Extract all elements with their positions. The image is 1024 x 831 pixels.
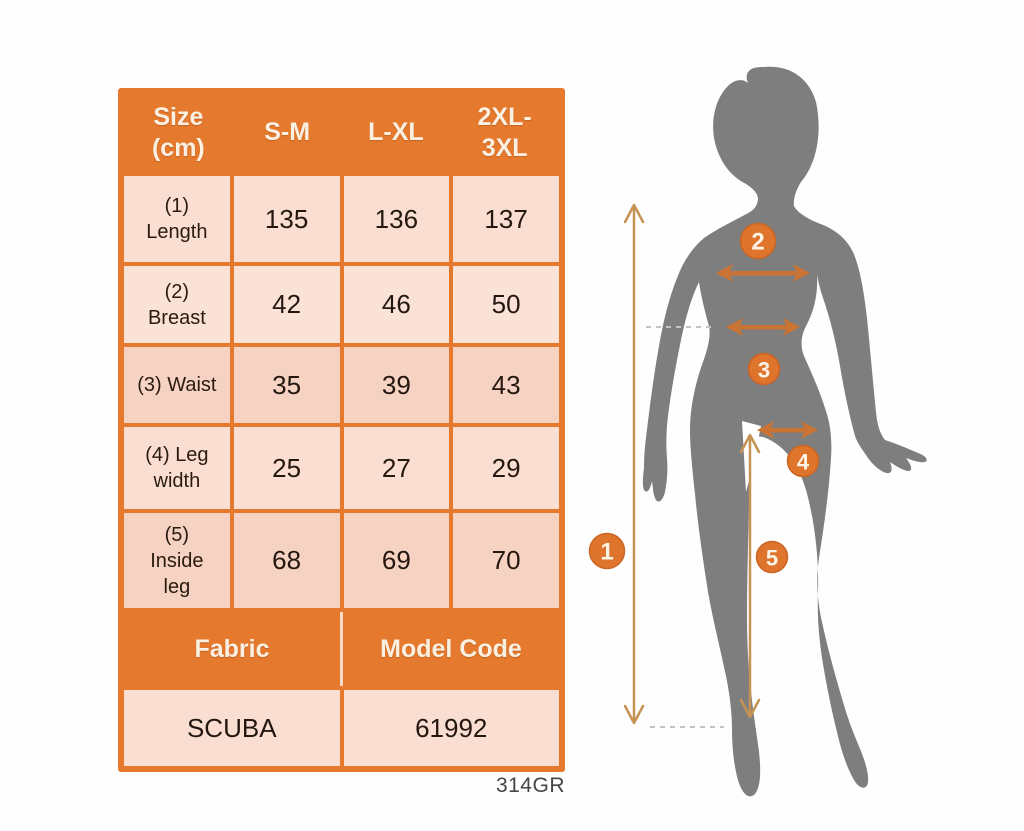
header-size-cm: Size (cm)	[151, 102, 205, 162]
marker-2-label: 2	[751, 229, 764, 256]
model-code-value: 61992	[343, 690, 559, 766]
breast-arrow	[716, 264, 810, 282]
breast-l-xl: 46	[343, 266, 450, 343]
product-code-label: 314GR	[495, 774, 565, 797]
header-2xl-3xl: 2XL- 3XL	[477, 102, 532, 162]
row-label-length: (1) Length	[124, 176, 230, 262]
table-row-inside-leg: (5) Inside leg 68 69 70	[124, 513, 559, 608]
table-row-breast: (2) Breast 42 46 50	[124, 266, 559, 343]
table-row-length: (1) Length 135 136 137	[124, 176, 559, 262]
fabric-value: SCUBA	[124, 690, 340, 766]
waist-l-xl: 39	[343, 347, 450, 423]
breast-2xl-3xl: 50	[453, 266, 559, 343]
header-s-m: S-M	[264, 118, 311, 147]
marker-1: 1	[588, 532, 626, 570]
length-s-m: 135	[233, 176, 340, 262]
leg-width-s-m: 25	[233, 427, 340, 509]
waist-arrow	[726, 318, 800, 336]
row-label-breast: (2) Breast	[124, 266, 230, 343]
waist-2xl-3xl: 43	[453, 347, 559, 423]
inside-leg-arrow	[739, 433, 761, 719]
table-row-waist: (3) Waist 35 39 43	[124, 347, 559, 423]
waist-s-m: 35	[233, 347, 340, 423]
inside-leg-2xl-3xl: 70	[453, 513, 559, 608]
marker-5-label: 5	[766, 546, 778, 571]
length-arrow	[623, 203, 645, 725]
row-label-leg-width: (4) Leg width	[124, 427, 230, 509]
marker-5: 5	[755, 540, 789, 574]
length-2xl-3xl: 137	[453, 176, 559, 262]
row-label-inside-leg: (5) Inside leg	[124, 513, 230, 608]
breast-s-m: 42	[233, 266, 340, 343]
leg-width-2xl-3xl: 29	[453, 427, 559, 509]
marker-4: 4	[786, 444, 820, 478]
marker-3: 3	[747, 352, 781, 386]
marker-3-label: 3	[758, 358, 770, 383]
row-label-waist: (3) Waist	[124, 347, 230, 423]
inside-leg-s-m: 68	[233, 513, 340, 608]
leg-width-arrow	[757, 421, 818, 439]
leg-width-l-xl: 27	[343, 427, 450, 509]
marker-2: 2	[739, 222, 777, 260]
header-l-xl: L-XL	[368, 118, 424, 147]
fabric-header: Fabric	[124, 612, 340, 686]
table-header-row: Size (cm) S-M L-XL 2XL- 3XL	[124, 94, 559, 172]
inside-leg-l-xl: 69	[343, 513, 450, 608]
length-l-xl: 136	[343, 176, 450, 262]
table-footer-header-row: Fabric Model Code	[124, 612, 559, 686]
size-table: Size (cm) S-M L-XL 2XL- 3XL (1) Length 1…	[118, 88, 565, 772]
marker-4-label: 4	[797, 450, 810, 475]
marker-1-label: 1	[600, 539, 613, 566]
table-row-leg-width: (4) Leg width 25 27 29	[124, 427, 559, 509]
model-code-header: Model Code	[343, 612, 559, 686]
table-footer-value-row: SCUBA 61992	[124, 690, 559, 766]
body-measurement-diagram: 1 2 3 4 5	[588, 66, 927, 797]
